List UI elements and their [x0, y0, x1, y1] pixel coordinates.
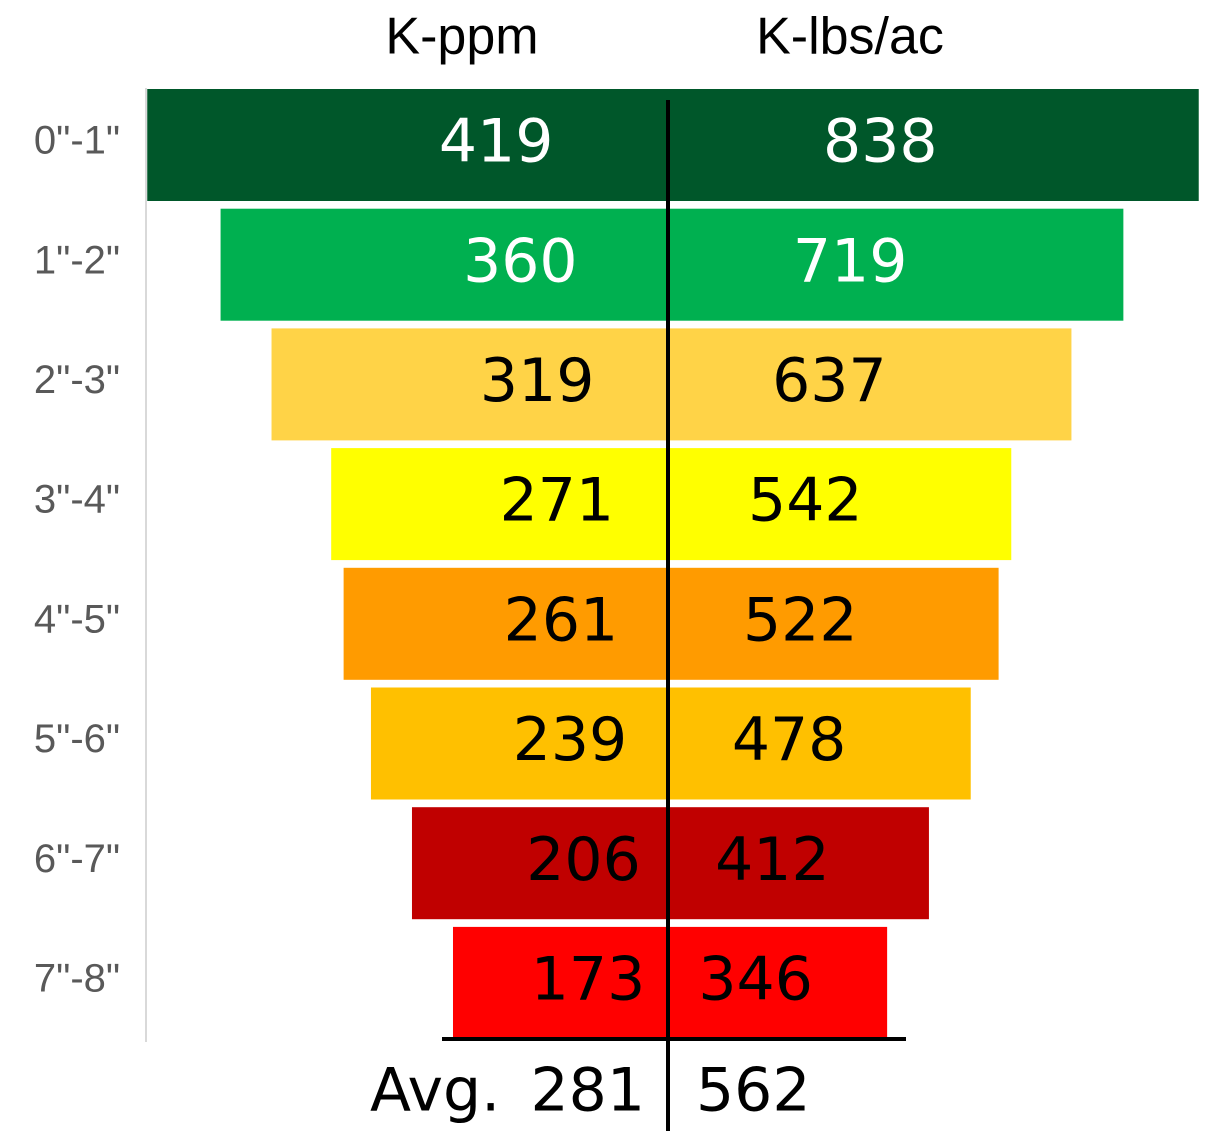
value-label-right: 542	[748, 466, 863, 536]
value-label-left: 419	[439, 107, 554, 177]
value-label-right: 719	[793, 226, 908, 296]
category-label: 2"-3"	[34, 358, 120, 402]
bar-left	[220, 208, 669, 321]
value-label-left: 173	[531, 944, 646, 1014]
bar-right	[668, 926, 888, 1039]
bar-left	[411, 807, 668, 920]
bar-right	[668, 208, 1124, 321]
value-label-right: 412	[715, 825, 830, 895]
value-label-right: 838	[823, 107, 938, 177]
category-label: 4"-5"	[34, 597, 120, 641]
bar-left	[271, 328, 668, 441]
bar-right	[668, 328, 1072, 441]
average-left: 281	[530, 1056, 645, 1126]
value-label-right: 478	[732, 705, 847, 775]
bar-right	[668, 807, 929, 920]
average-right: 562	[696, 1056, 811, 1126]
bar-left	[452, 926, 668, 1039]
category-label: 0"-1"	[34, 119, 120, 163]
bar-left	[343, 567, 668, 680]
value-label-left: 261	[504, 585, 619, 655]
bar-right	[668, 687, 971, 800]
value-label-right: 346	[698, 944, 813, 1014]
bar-right	[668, 448, 1012, 561]
average-label: Avg.	[370, 1056, 500, 1126]
value-label-left: 239	[513, 705, 628, 775]
right-header: K-lbs/ac	[756, 8, 944, 66]
value-label-right: 522	[743, 585, 858, 655]
bar-right	[668, 567, 999, 680]
value-label-left: 206	[526, 825, 641, 895]
bar-left	[370, 687, 668, 800]
left-header: K-ppm	[385, 8, 538, 66]
bar-right	[668, 89, 1199, 201]
category-label: 5"-6"	[34, 717, 120, 761]
category-label: 6"-7"	[34, 837, 120, 881]
value-label-left: 360	[463, 226, 578, 296]
value-label-left: 271	[500, 466, 615, 536]
category-label: 1"-2"	[34, 238, 120, 282]
value-label-left: 319	[480, 346, 595, 416]
category-label: 7"-8"	[34, 956, 120, 1000]
bar-left	[331, 448, 668, 561]
value-label-right: 637	[772, 346, 887, 416]
category-label: 3"-4"	[34, 478, 120, 522]
bar-left	[147, 89, 668, 201]
